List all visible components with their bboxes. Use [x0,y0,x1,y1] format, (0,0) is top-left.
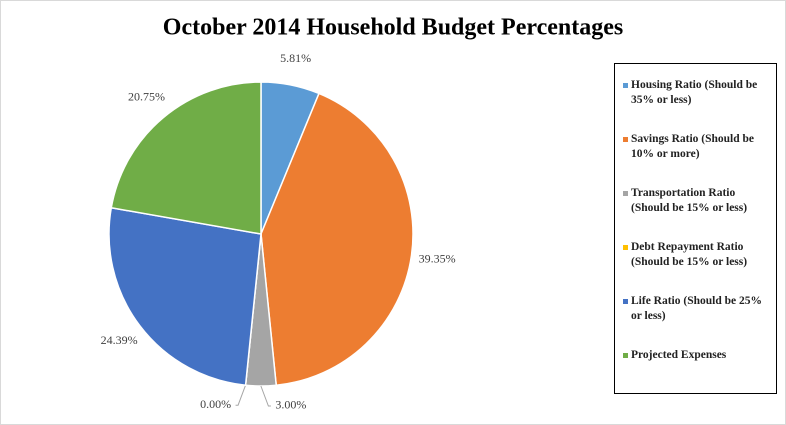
data-label: 0.00% [200,397,231,411]
pie-slice [108,206,262,387]
legend-item: Savings Ratio (Should be 10% or more) [623,132,772,186]
legend-swatch [623,137,628,142]
legend-swatch [623,191,628,196]
legend-swatch [623,83,628,88]
legend-item: Housing Ratio (Should be 35% or less) [623,78,772,132]
pie-slice [110,81,262,235]
data-label: 39.35% [419,252,456,266]
legend-label: Debt Repayment Ratio (Should be 15% or l… [631,241,748,268]
legend-label: Housing Ratio (Should be 35% or less) [631,79,758,106]
legend-item: Transportation Ratio (Should be 15% or l… [623,186,772,240]
legend-swatch [623,353,628,358]
legend-swatch [623,245,628,250]
legend-item: Life Ratio (Should be 25% or less) [623,294,772,348]
legend-label: Projected Expenses [631,349,727,361]
legend-item: Projected Expenses [623,348,772,402]
data-label: 5.81% [280,51,311,65]
pie-slice [260,92,414,387]
data-label: 20.75% [128,89,165,103]
legend-item: Debt Repayment Ratio (Should be 15% or l… [623,240,772,294]
legend-swatch [623,299,628,304]
legend-label: Transportation Ratio (Should be 15% or l… [631,187,748,214]
legend-label: Savings Ratio (Should be 10% or more) [631,133,755,160]
chart-title: October 2014 Household Budget Percentage… [163,15,623,41]
legend-label: Life Ratio (Should be 25% or less) [631,295,762,322]
leader-line [235,385,247,406]
legend: Housing Ratio (Should be 35% or less) Sav… [614,63,777,394]
leader-line [260,385,271,407]
data-label: 3.00% [275,398,306,412]
data-label: 24.39% [101,333,138,347]
